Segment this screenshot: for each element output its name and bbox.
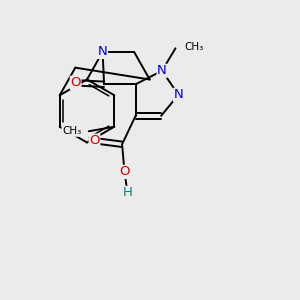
Text: N: N bbox=[174, 88, 183, 101]
Text: N: N bbox=[157, 64, 167, 77]
Text: O: O bbox=[70, 76, 81, 89]
Text: CH₃: CH₃ bbox=[184, 42, 204, 52]
Text: O: O bbox=[89, 134, 100, 147]
Text: CH₃: CH₃ bbox=[62, 126, 81, 136]
Text: N: N bbox=[98, 45, 107, 58]
Text: O: O bbox=[119, 165, 130, 178]
Text: H: H bbox=[123, 186, 132, 200]
